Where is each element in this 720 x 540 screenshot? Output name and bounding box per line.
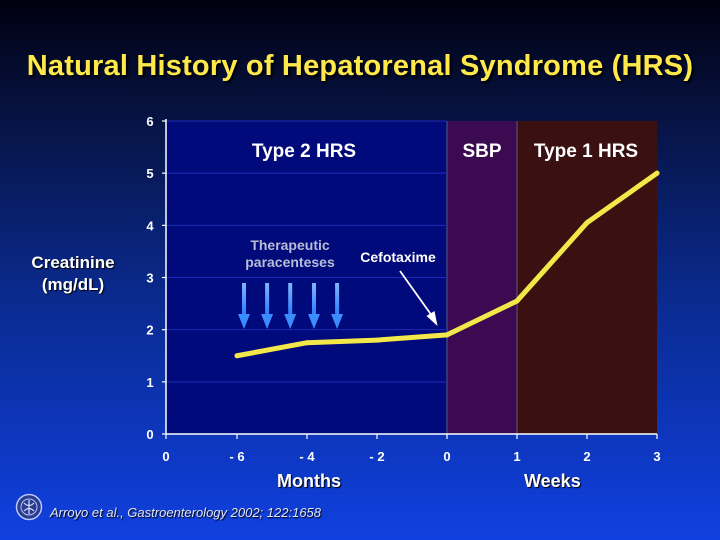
x-tick-label-5: 1 <box>513 449 520 464</box>
series-point-0-1 <box>304 340 310 346</box>
y-tick-label-1: 1 <box>146 375 153 390</box>
paracentesis-arrow-head-4 <box>331 314 344 329</box>
paracentesis-arrow-shaft-3 <box>312 283 316 316</box>
x-tick-label-3: - 2 <box>369 449 384 464</box>
x-tick-label-2: - 4 <box>299 449 315 464</box>
y-tick-label-0: 0 <box>146 427 153 442</box>
region-label-1: SBP <box>462 141 501 162</box>
series-point-0-0 <box>234 353 240 359</box>
plot-region-1 <box>447 121 517 434</box>
paracentesis-arrow-shaft-1 <box>265 283 270 316</box>
x-tick-label-4: 0 <box>443 449 450 464</box>
chart-title: Natural History of Hepatorenal Syndrome … <box>26 50 694 82</box>
annotation-paracenteses: Therapeutic paracenteses <box>245 237 335 270</box>
y-axis-label-line2: (mg/dL) <box>41 275 105 294</box>
y-tick-label-4: 4 <box>146 218 154 233</box>
paracentesis-arrow-head-3 <box>308 314 320 329</box>
annotation-cefotaxime: Cefotaxime <box>360 249 436 265</box>
journal-seal-icon <box>15 493 43 521</box>
annotation-paracenteses-line2: paracenteses <box>245 254 335 270</box>
region-label-0: Type 2 HRS <box>252 141 356 162</box>
paracentesis-arrow-shaft-0 <box>242 283 246 316</box>
region-label-2: Type 1 HRS <box>534 141 638 162</box>
x-tick-label-6: 2 <box>583 449 590 464</box>
x-group-weeks: Weeks <box>524 471 581 491</box>
series-point-0-5 <box>584 220 590 226</box>
paracentesis-arrow-head-1 <box>261 314 274 329</box>
y-tick-label-2: 2 <box>146 323 153 338</box>
y-axis-label-line1: Creatinine <box>31 253 115 272</box>
x-tick-label-0: 0 <box>162 449 169 464</box>
paracentesis-arrow-shaft-4 <box>335 283 340 316</box>
series-point-0-6 <box>654 170 660 176</box>
x-group-months: Months <box>277 471 341 491</box>
annotation-paracenteses-line1: Therapeutic <box>250 237 330 253</box>
series-point-0-3 <box>444 332 450 338</box>
paracentesis-arrow-shaft-2 <box>288 283 293 316</box>
series-point-0-2 <box>374 337 380 343</box>
y-axis-label: Creatinine (mg/dL) <box>18 252 128 296</box>
x-tick-label-7: 3 <box>653 449 660 464</box>
cefotaxime-arrow-head <box>426 311 438 326</box>
citation-text: Arroyo et al., Gastroenterology 2002; 12… <box>50 505 322 520</box>
series-point-0-4 <box>514 298 520 304</box>
y-tick-label-6: 6 <box>146 114 153 129</box>
paracentesis-arrow-head-2 <box>284 314 297 329</box>
cefotaxime-arrow-shaft <box>399 270 435 319</box>
paracentesis-arrow-head-0 <box>238 314 250 329</box>
x-tick-label-1: - 6 <box>229 449 244 464</box>
y-tick-label-5: 5 <box>146 166 153 181</box>
y-tick-label-3: 3 <box>146 271 153 286</box>
